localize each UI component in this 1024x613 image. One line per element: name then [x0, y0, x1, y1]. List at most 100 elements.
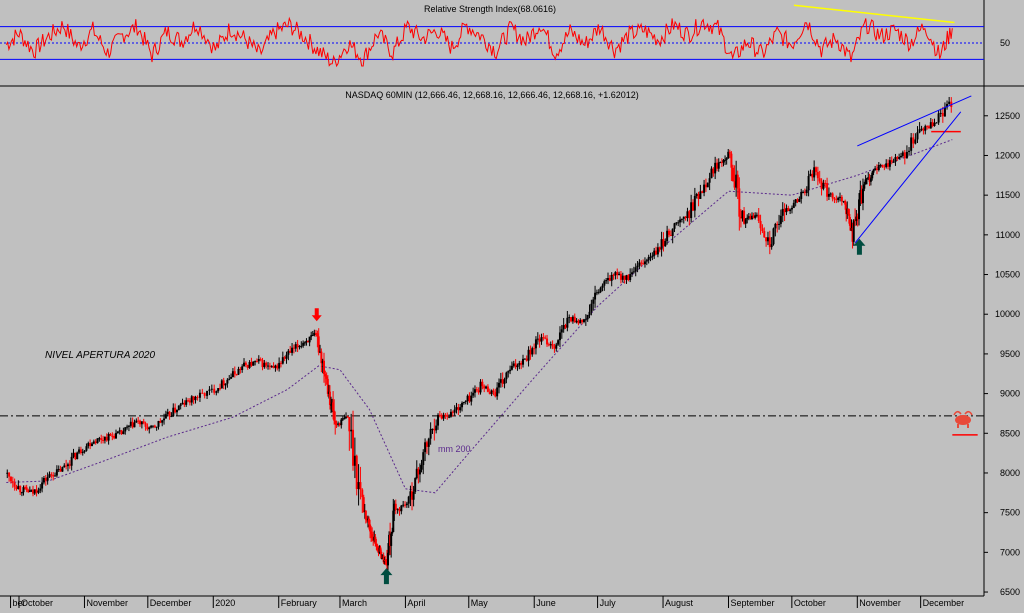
candle-body [376, 546, 379, 552]
candle-body [842, 200, 845, 202]
candle-body [412, 491, 415, 500]
candle-body [497, 382, 500, 388]
candle-body [453, 409, 456, 413]
candle-body [605, 279, 608, 282]
candle-body [35, 489, 38, 493]
candle-body [109, 434, 112, 436]
candle-body [177, 405, 180, 411]
rsi-series-line [5, 16, 953, 68]
candle-body [704, 184, 707, 188]
candle-body [892, 161, 895, 163]
candle-body [789, 209, 792, 212]
candle-body [387, 552, 390, 566]
candle-body [899, 155, 902, 158]
candle-body [792, 202, 795, 208]
candle-body [377, 551, 380, 553]
candle-body [924, 126, 927, 131]
candle-body [359, 482, 362, 490]
candle-body [268, 365, 271, 367]
candle-body [840, 196, 843, 202]
candle-body [9, 476, 12, 482]
candle-body [835, 199, 838, 201]
candle-body [196, 396, 199, 398]
candle-body [688, 211, 691, 219]
candle-body [564, 325, 567, 328]
candle-body [852, 220, 855, 242]
candle-body [941, 112, 944, 117]
candle-body [733, 181, 736, 188]
candle-body [457, 407, 460, 411]
candle-body [226, 379, 229, 384]
candle-body [308, 336, 311, 343]
candle-body [875, 168, 878, 170]
rsi-levels [0, 26, 984, 60]
candle-body [675, 222, 678, 224]
candle-body [714, 162, 717, 174]
candle-body [52, 475, 55, 477]
candle-body [690, 202, 693, 219]
candle-body [103, 436, 106, 441]
price-y-tick-label: 9000 [1000, 389, 1020, 399]
candle-body [425, 442, 428, 447]
candle-body [557, 340, 560, 345]
candle-body [324, 374, 327, 377]
candle-body [929, 122, 932, 129]
candle-body [796, 199, 799, 202]
candle-body [693, 195, 696, 211]
candle-body [78, 449, 81, 453]
candle-body [263, 362, 266, 368]
candle-body [766, 237, 769, 242]
candle-body [267, 365, 270, 367]
candle-body [634, 267, 637, 272]
candle-body [553, 346, 556, 349]
arrow-up-icon [853, 238, 866, 255]
price-y-tick-label: 7000 [1000, 547, 1020, 557]
candle-body [514, 363, 517, 368]
candle-body [867, 177, 870, 179]
candle-body [894, 157, 897, 162]
candle-body [881, 164, 884, 167]
candle-body [816, 171, 819, 179]
candle-body [783, 208, 786, 213]
candle-body [475, 389, 478, 391]
candle-body [522, 358, 525, 365]
candle-body [341, 418, 344, 420]
candle-body [385, 562, 388, 566]
candle-body [415, 468, 418, 479]
candle-body [759, 220, 762, 229]
candle-body [577, 320, 580, 324]
candle-body [411, 491, 414, 500]
candle-body [479, 381, 482, 393]
candle-body [102, 439, 105, 441]
candle-body [113, 435, 116, 439]
candle-body [608, 277, 611, 281]
candle-body [427, 438, 430, 447]
candle-body [601, 285, 604, 288]
candle-body [728, 151, 731, 154]
candle-body [157, 420, 160, 427]
candle-body [820, 181, 823, 189]
candle-body [697, 194, 700, 199]
candle-body [107, 434, 110, 441]
candle-body [547, 344, 550, 346]
candle-body [451, 411, 454, 413]
candle-body [546, 338, 549, 345]
candle-body [70, 456, 73, 466]
candle-body [382, 555, 385, 563]
candle-body [667, 230, 670, 235]
candle-body [235, 374, 238, 376]
candle-body [333, 410, 336, 421]
candle-body [588, 311, 591, 315]
candle-body [822, 182, 825, 189]
candle-body [472, 392, 475, 396]
candle-body [111, 435, 114, 437]
candle-body [741, 210, 744, 219]
candle-body [625, 275, 628, 280]
candle-body [946, 103, 949, 108]
candle-body [379, 547, 382, 552]
candle-body [362, 497, 365, 512]
candle-body [920, 128, 923, 130]
candle-body [129, 421, 132, 426]
